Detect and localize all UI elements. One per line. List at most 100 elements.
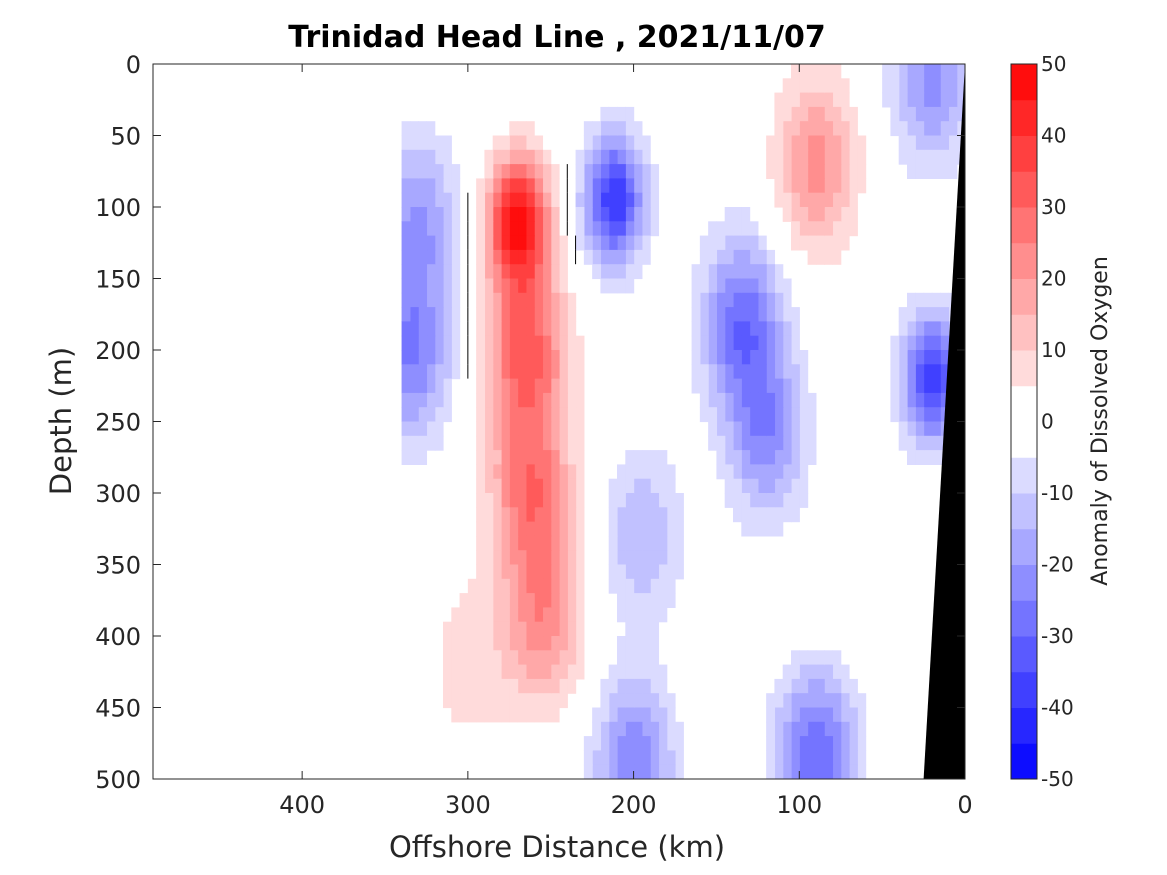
- field-cell: [641, 750, 651, 766]
- field-cell: [782, 164, 792, 179]
- field-cell: [567, 364, 577, 380]
- field-cell: [840, 149, 850, 165]
- field-cell: [724, 207, 734, 222]
- field-cell: [492, 192, 502, 208]
- field-cell: [799, 750, 809, 766]
- field-cell: [766, 335, 776, 351]
- field-cell: [484, 207, 494, 222]
- field-cell: [492, 378, 502, 394]
- field-cell: [617, 192, 626, 208]
- field-cell: [799, 135, 809, 151]
- field-cell: [476, 621, 486, 637]
- field-cell: [931, 149, 941, 165]
- field-cell: [484, 192, 494, 208]
- field-cell: [815, 650, 825, 666]
- field-cell: [650, 750, 660, 766]
- field-cell: [815, 121, 825, 137]
- zero-contour: [467, 164, 577, 379]
- field-cell: [509, 435, 519, 451]
- field-cell: [915, 64, 925, 79]
- field-cell: [509, 121, 519, 137]
- field-cell: [542, 321, 552, 337]
- field-cell: [600, 693, 610, 709]
- field-cell: [824, 64, 834, 79]
- field-cell: [525, 407, 535, 423]
- field-cell: [484, 149, 494, 165]
- field-cell: [757, 450, 767, 465]
- field-cell: [401, 307, 411, 322]
- field-cell: [550, 164, 560, 179]
- field-cell: [691, 321, 701, 337]
- field-cell: [559, 521, 568, 537]
- field-cell: [716, 249, 726, 265]
- field-cell: [476, 249, 486, 265]
- field-cell: [666, 550, 676, 566]
- field-cell: [782, 721, 792, 737]
- field-cell: [733, 350, 742, 365]
- field-cell: [733, 292, 742, 308]
- field-cell: [699, 278, 709, 294]
- field-cell: [550, 378, 560, 394]
- field-cell: [534, 435, 544, 451]
- colorbar-segment: [1011, 350, 1037, 387]
- field-cell: [443, 621, 452, 637]
- field-cell: [608, 521, 618, 537]
- field-cell: [592, 221, 602, 237]
- field-cell: [898, 335, 908, 351]
- field-cell: [542, 164, 552, 179]
- field-cell: [857, 693, 867, 709]
- field-cell: [608, 221, 618, 237]
- field-cell: [484, 664, 494, 680]
- field-cell: [799, 392, 809, 408]
- field-cell: [857, 164, 867, 179]
- field-cell: [799, 464, 809, 480]
- field-cell: [815, 721, 825, 737]
- field-cell: [915, 106, 925, 122]
- field-cell: [807, 207, 817, 222]
- field-cell: [791, 392, 800, 408]
- field-cell: [625, 106, 635, 122]
- x-axis-label: Offshore Distance (km): [389, 830, 725, 864]
- field-cell: [542, 421, 552, 437]
- field-cell: [633, 264, 643, 280]
- field-cell: [708, 350, 718, 365]
- field-cell: [633, 650, 643, 666]
- field-cell: [575, 493, 585, 508]
- field-cell: [757, 421, 767, 437]
- field-cell: [509, 450, 519, 465]
- field-cell: [467, 707, 477, 723]
- field-cell: [517, 378, 527, 394]
- field-cell: [418, 121, 428, 137]
- field-cell: [832, 135, 842, 151]
- field-cell: [749, 321, 759, 337]
- field-cell: [525, 178, 535, 194]
- field-cell: [807, 178, 817, 194]
- field-cell: [757, 335, 767, 351]
- field-cell: [650, 178, 660, 194]
- field-cell: [782, 464, 792, 480]
- field-cell: [749, 464, 759, 480]
- field-cell: [451, 335, 461, 351]
- field-cell: [517, 450, 527, 465]
- field-cell: [923, 92, 933, 108]
- field-cell: [948, 78, 958, 94]
- field-cell: [898, 149, 908, 165]
- field-cell: [492, 421, 502, 437]
- field-cell: [641, 593, 651, 608]
- field-cell: [625, 121, 635, 137]
- field-cell: [832, 736, 842, 751]
- field-cell: [617, 121, 626, 137]
- field-cell: [782, 121, 792, 137]
- field-cell: [898, 421, 908, 437]
- field-cell: [824, 707, 834, 723]
- field-cell: [608, 106, 618, 122]
- field-cell: [915, 307, 925, 322]
- field-cell: [890, 64, 900, 79]
- field-cell: [467, 693, 477, 709]
- field-cell: [724, 335, 734, 351]
- field-cell: [434, 207, 444, 222]
- field-cell: [699, 307, 709, 322]
- field-cell: [733, 207, 742, 222]
- field-cell: [940, 149, 950, 165]
- field-cell: [600, 707, 610, 723]
